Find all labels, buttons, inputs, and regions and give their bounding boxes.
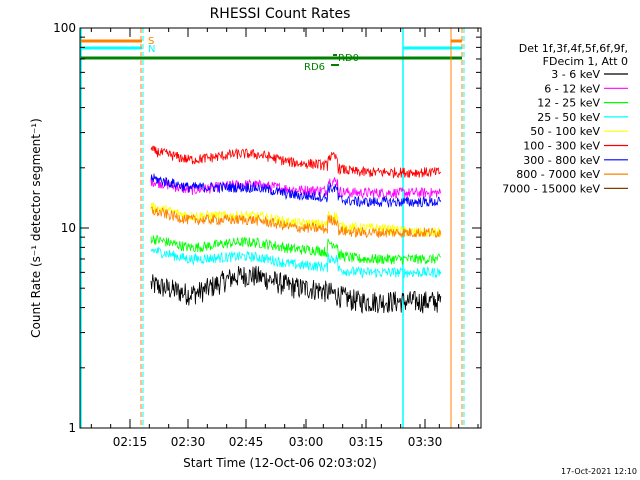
x-tick-label: 02:15 bbox=[113, 435, 148, 449]
annotation-rd0: RD0 bbox=[338, 53, 359, 64]
x-tick-label: 03:30 bbox=[408, 435, 443, 449]
series-line bbox=[150, 145, 441, 179]
series-layer bbox=[150, 145, 442, 314]
chart-title: RHESSI Count Rates bbox=[210, 6, 351, 22]
series-line bbox=[150, 202, 442, 238]
legend-header-line-1: Det 1f,3f,4f,5f,6f,9f, bbox=[519, 42, 628, 55]
y-tick-label: 10 bbox=[61, 221, 76, 235]
timestamp: 17-Oct-2021 12:10 bbox=[561, 467, 637, 476]
legend: Det 1f,3f,4f,5f,6f,9f, FDecim 1, Att 0 3… bbox=[502, 42, 628, 195]
annotation-rd6: RD6 bbox=[304, 62, 325, 73]
legend-label: 800 - 7000 keV bbox=[516, 168, 600, 181]
legend-label: 100 - 300 keV bbox=[523, 140, 600, 153]
legend-label: 3 - 6 keV bbox=[551, 68, 600, 81]
annotation-n: N bbox=[148, 44, 155, 55]
y-axis-label: Count Rate (s⁻¹ detector segment⁻¹) bbox=[29, 118, 43, 338]
series-line bbox=[150, 173, 442, 208]
legend-label: 12 - 25 keV bbox=[537, 97, 600, 110]
x-tick-label: 03:15 bbox=[349, 435, 384, 449]
legend-header-line-2: FDecim 1, Att 0 bbox=[543, 55, 628, 68]
axes-layer: 02:15 02:30 02:45 03:00 03:15 03:30 1 10 100 bbox=[53, 21, 481, 449]
x-tick-label: 03:00 bbox=[289, 435, 324, 449]
annotation-s: S bbox=[148, 36, 154, 47]
y-tick-label: 100 bbox=[53, 21, 76, 35]
series-line bbox=[150, 234, 441, 266]
legend-label: 300 - 800 keV bbox=[523, 154, 600, 167]
legend-label: 50 - 100 keV bbox=[530, 125, 600, 138]
y-tick-label: 1 bbox=[68, 421, 76, 435]
series-line bbox=[150, 176, 442, 200]
series-line bbox=[150, 265, 442, 314]
legend-label: 7000 - 15000 keV bbox=[502, 182, 600, 195]
legend-label: 25 - 50 keV bbox=[537, 111, 600, 124]
series-line bbox=[150, 206, 442, 239]
series-line bbox=[150, 246, 442, 279]
x-axis-label: Start Time (12-Oct-06 02:03:02) bbox=[183, 456, 377, 470]
legend-label: 6 - 12 keV bbox=[544, 82, 600, 95]
x-tick-label: 02:45 bbox=[229, 435, 264, 449]
x-tick-label: 02:30 bbox=[171, 435, 206, 449]
